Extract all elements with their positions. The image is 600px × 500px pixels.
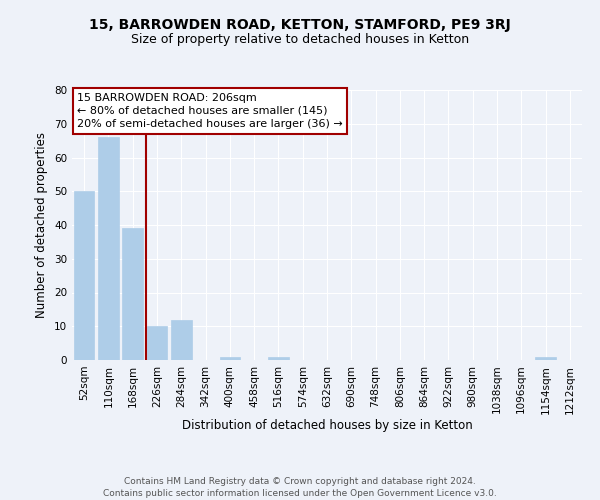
Text: Contains HM Land Registry data © Crown copyright and database right 2024.
Contai: Contains HM Land Registry data © Crown c…	[103, 476, 497, 498]
Bar	[74, 191, 94, 360]
Bar	[535, 356, 556, 360]
Bar	[171, 320, 191, 360]
Bar	[146, 326, 167, 360]
Bar	[98, 137, 119, 360]
Bar	[268, 356, 289, 360]
X-axis label: Distribution of detached houses by size in Ketton: Distribution of detached houses by size …	[182, 419, 472, 432]
Text: 15 BARROWDEN ROAD: 206sqm
← 80% of detached houses are smaller (145)
20% of semi: 15 BARROWDEN ROAD: 206sqm ← 80% of detac…	[77, 92, 343, 129]
Bar	[220, 356, 240, 360]
Y-axis label: Number of detached properties: Number of detached properties	[35, 132, 49, 318]
Bar	[122, 228, 143, 360]
Text: 15, BARROWDEN ROAD, KETTON, STAMFORD, PE9 3RJ: 15, BARROWDEN ROAD, KETTON, STAMFORD, PE…	[89, 18, 511, 32]
Text: Size of property relative to detached houses in Ketton: Size of property relative to detached ho…	[131, 32, 469, 46]
